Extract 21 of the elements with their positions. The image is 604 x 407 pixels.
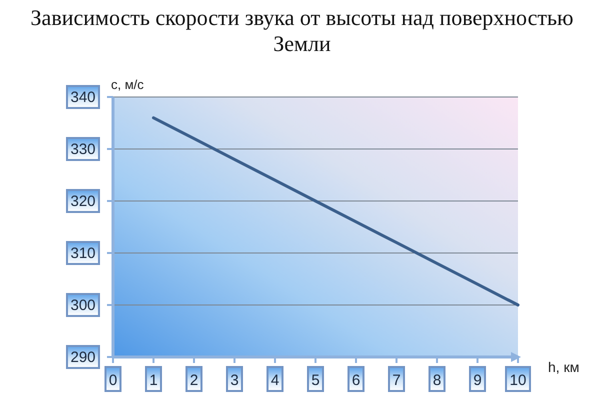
y-tick-label: 300 — [70, 297, 96, 314]
y-tick-label: 310 — [70, 245, 96, 262]
x-tick-label: 2 — [190, 372, 198, 389]
y-tick-label: 320 — [70, 193, 96, 210]
x-tick-label: 10 — [510, 372, 526, 389]
x-tick-label: 1 — [149, 372, 158, 389]
x-tick-label: 3 — [230, 372, 239, 389]
x-tick-label: 7 — [392, 372, 401, 389]
y-tick-label: 290 — [70, 349, 96, 366]
y-tick-label: 330 — [70, 141, 96, 158]
x-axis-title: h, км — [548, 359, 580, 375]
y-tick-label: 340 — [70, 89, 96, 106]
x-tick-label: 8 — [432, 372, 442, 389]
line-series — [152, 116, 520, 306]
x-tick-label: 5 — [311, 372, 320, 389]
x-tick-label: 6 — [352, 372, 360, 389]
x-tick-label: 9 — [473, 372, 482, 389]
chart-title: Зависимость скорости звука от высоты над поверхностью Земли — [30, 5, 574, 56]
x-tick-label: 0 — [108, 372, 118, 389]
y-axis-title: с, м/с — [111, 77, 144, 92]
x-tick-label: 4 — [270, 372, 280, 389]
